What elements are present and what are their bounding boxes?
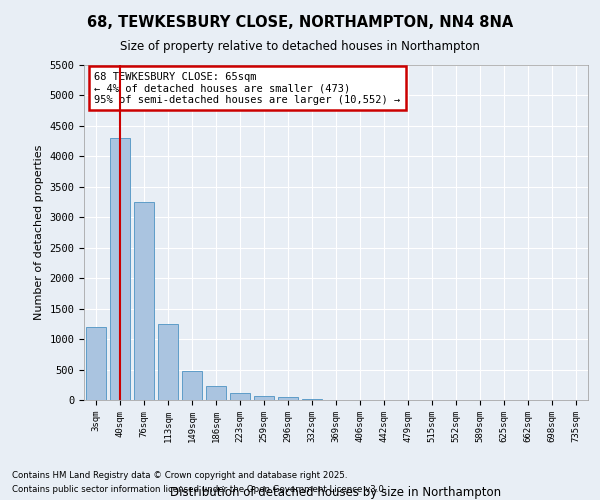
Bar xyxy=(302,399,322,400)
Text: Contains public sector information licensed under the Open Government Licence v3: Contains public sector information licen… xyxy=(12,486,386,494)
Bar xyxy=(110,138,130,400)
Bar xyxy=(182,371,202,400)
Text: Contains HM Land Registry data © Crown copyright and database right 2025.: Contains HM Land Registry data © Crown c… xyxy=(12,470,347,480)
Bar xyxy=(158,324,178,400)
Bar xyxy=(206,386,226,400)
Bar xyxy=(230,392,250,400)
Text: Size of property relative to detached houses in Northampton: Size of property relative to detached ho… xyxy=(120,40,480,53)
Bar xyxy=(278,397,298,400)
Bar xyxy=(254,396,274,400)
Bar xyxy=(86,327,106,400)
Bar xyxy=(134,202,154,400)
Text: 68 TEWKESBURY CLOSE: 65sqm
← 4% of detached houses are smaller (473)
95% of semi: 68 TEWKESBURY CLOSE: 65sqm ← 4% of detac… xyxy=(94,72,400,105)
Y-axis label: Number of detached properties: Number of detached properties xyxy=(34,145,44,320)
X-axis label: Distribution of detached houses by size in Northampton: Distribution of detached houses by size … xyxy=(170,486,502,500)
Text: 68, TEWKESBURY CLOSE, NORTHAMPTON, NN4 8NA: 68, TEWKESBURY CLOSE, NORTHAMPTON, NN4 8… xyxy=(87,15,513,30)
